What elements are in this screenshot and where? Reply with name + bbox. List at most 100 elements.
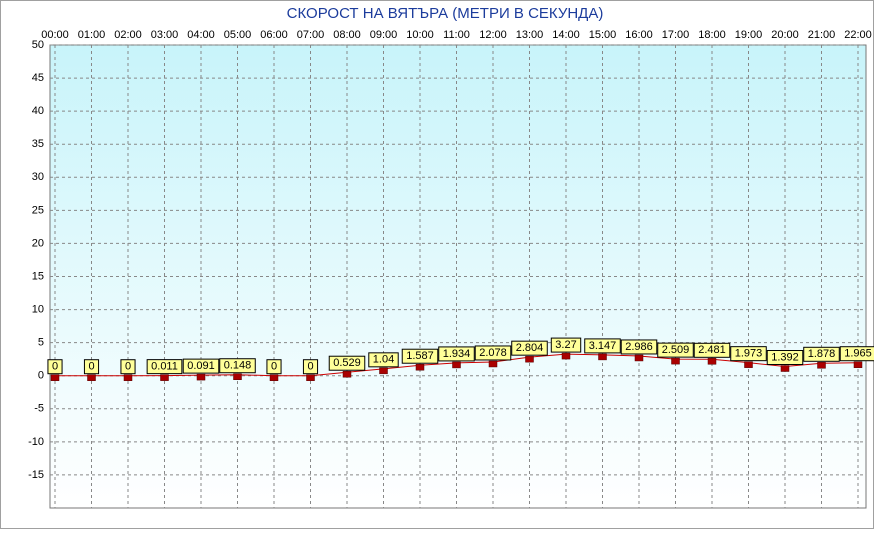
value-label: 0.148 [224,360,252,372]
data-point [817,362,826,369]
value-label: 2.481 [698,344,726,356]
data-point [196,373,206,381]
value-label: 1.04 [373,354,394,366]
value-label-box [584,338,621,354]
x-tick-label: 20:00 [771,29,799,41]
value-label: 2.078 [479,347,507,359]
x-tick-label: 13:00 [516,29,544,41]
value-label: 2.986 [625,341,653,353]
value-label: 0.091 [187,360,215,372]
value-label: 0 [125,361,131,373]
x-tick-label: 09:00 [370,29,398,41]
y-tick-label: 50 [32,39,44,51]
data-point [342,370,352,378]
value-label: 1.587 [406,350,434,362]
x-tick-label: 17:00 [662,29,690,41]
value-label: 2.509 [662,344,690,356]
x-tick-label: 08:00 [333,29,361,41]
value-label-box [474,345,512,361]
data-point [634,354,644,362]
y-tick-label: 15 [32,270,44,282]
value-label: 0 [307,361,313,373]
value-label-box [693,342,731,358]
value-label: 1.934 [443,348,471,360]
value-label-box [182,358,220,374]
value-label-box [302,359,319,375]
y-tick-label: 45 [32,72,44,84]
data-point [561,352,571,360]
value-label-box [219,358,256,374]
x-tick-label: 11:00 [443,29,470,41]
value-label-box [620,339,658,355]
data-point [87,374,96,381]
data-point [160,374,169,381]
x-tick-label: 06:00 [260,29,288,41]
value-label-box [438,346,475,362]
y-tick-label: 5 [38,337,44,349]
value-label-box [511,340,548,356]
x-tick-label: 02:00 [114,29,142,41]
value-label: 1.878 [808,348,836,360]
x-tick-label: 03:00 [151,29,179,41]
value-label: 2.804 [516,342,544,354]
x-tick-label: 15:00 [589,29,617,41]
value-label: 0 [52,361,58,373]
value-label-box [328,355,366,371]
value-label-box [550,337,582,353]
value-label-box [401,348,439,364]
x-tick-label: 21:00 [808,29,836,41]
value-label-box [839,346,874,362]
chart-title: СКОРОСТ НА ВЯТЪРА (МЕТРИ В СЕКУНДА) [287,5,604,22]
data-point [525,355,534,363]
value-label-box [368,352,399,368]
value-label-box [83,359,100,375]
value-label: 0 [271,361,277,373]
x-tick-label: 19:00 [735,29,763,41]
x-tick-label: 18:00 [698,29,726,41]
x-tick-label: 10:00 [406,29,434,41]
data-point [780,365,790,372]
data-point [452,361,461,369]
value-label-box [47,359,63,375]
y-tick-label: 20 [32,237,44,249]
x-tick-label: 12:00 [479,29,507,41]
data-point [233,373,242,380]
value-label-box [146,359,183,375]
x-tick-label: 22:00 [844,29,872,41]
value-label-box [120,359,136,375]
y-tick-label: -10 [28,436,44,448]
x-tick-label: 05:00 [224,29,252,41]
y-tick-label: 30 [32,171,44,183]
value-label: 1.965 [844,348,872,360]
data-point [306,374,315,381]
y-tick-label: 40 [32,105,44,117]
value-label-box [266,359,282,375]
value-label: 3.147 [589,340,617,352]
y-tick-label: -5 [34,403,44,415]
data-point [269,374,279,381]
x-tick-label: 00:00 [41,29,69,41]
x-tick-label: 01:00 [78,29,106,41]
data-point [744,361,753,368]
value-label: 0 [88,361,94,373]
value-label-box [803,346,840,362]
x-tick-label: 14:00 [552,29,580,41]
data-point [379,367,388,375]
value-label: 1.973 [735,348,763,360]
data-point [671,357,680,365]
value-label-box [730,346,767,362]
x-tick-label: 07:00 [297,29,325,41]
data-point [488,360,498,368]
y-tick-label: 25 [32,204,44,216]
data-point [50,374,60,381]
value-label: 0.529 [333,357,361,369]
x-tick-label: 04:00 [187,29,215,41]
value-label: 3.27 [555,339,576,351]
y-tick-label: 35 [32,138,44,150]
y-tick-label: 10 [32,303,44,315]
x-tick-label: 16:00 [625,29,653,41]
value-label: 1.392 [771,351,799,363]
data-point [598,353,607,361]
